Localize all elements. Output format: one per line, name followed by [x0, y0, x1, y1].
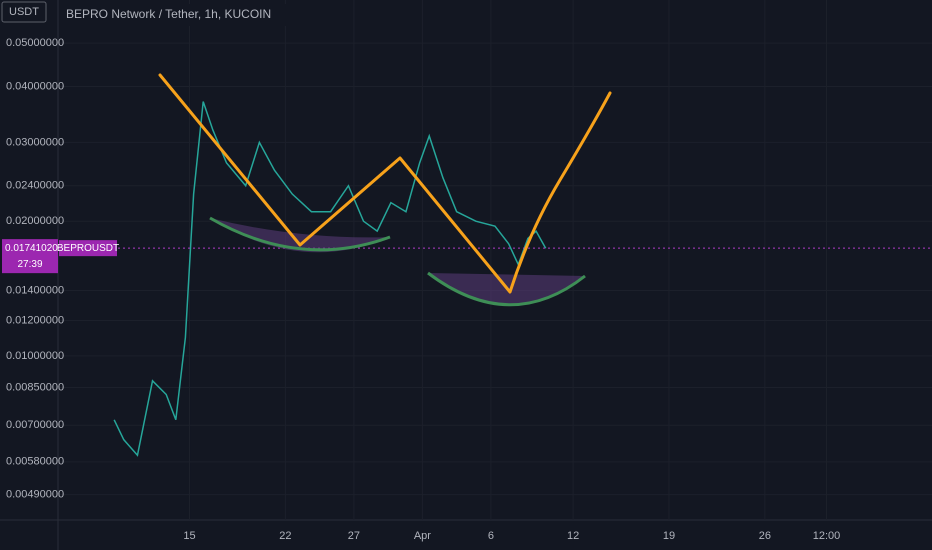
y-tick-label: 0.04000000: [6, 80, 64, 92]
x-tick-label: 15: [183, 530, 195, 542]
title-bg: [60, 4, 308, 26]
y-tick-label: 0.00580000: [6, 456, 64, 468]
symbol: BEPROUSDT: [57, 243, 119, 254]
symbol-badge: [59, 240, 117, 257]
price-line: [113, 101, 547, 457]
x-tick-label: Apr: [414, 530, 431, 542]
price-badge: [2, 239, 58, 274]
y-tick-label: 0.00490000: [6, 489, 64, 501]
drawing-arc: [427, 271, 586, 307]
x-tick-label: 19: [663, 530, 675, 542]
x-tick-label: 27: [348, 530, 360, 542]
y-tick-label: 0.03000000: [6, 136, 64, 148]
chart-title: BEPRO Network / Tether, 1h, KUCOIN: [66, 7, 271, 21]
countdown: 27:39: [17, 259, 42, 270]
x-tick-label: 22: [279, 530, 291, 542]
x-tick-label: 26: [759, 530, 771, 542]
drawing-fill: [210, 218, 390, 253]
drawing-line: [158, 73, 612, 294]
plot: 0.05000000 0.04000000 0.03000000 0.02400000…: [6, 0, 932, 542]
x-tick-label: 6: [488, 530, 494, 542]
y-tick-label: 0.01000000: [6, 350, 64, 362]
x-tick-label: 12: [567, 530, 579, 542]
y-tick-label: 0.01400000: [6, 284, 64, 296]
y-tick-label: 0.00700000: [6, 419, 64, 431]
currency: USDT: [9, 6, 39, 18]
y-tick-label: 0.05000000: [6, 37, 64, 49]
last-price: 0.01741020: [5, 243, 58, 254]
y-tick-label: 0.02000000: [6, 215, 64, 227]
currency-box[interactable]: [1, 1, 47, 23]
drawing-arc: [209, 216, 391, 252]
x-tick-label: 12:00: [813, 530, 841, 542]
y-tick-label: 0.01200000: [6, 314, 64, 326]
y-tick-label: 0.02400000: [6, 180, 64, 192]
y-tick-label: 0.00850000: [6, 381, 64, 393]
